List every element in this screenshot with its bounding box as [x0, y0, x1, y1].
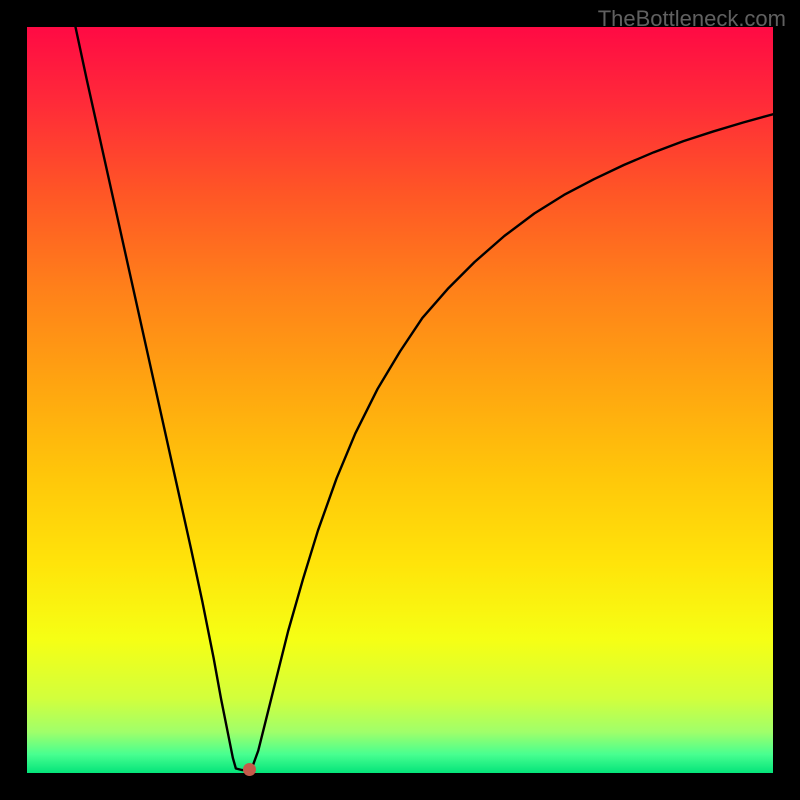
bottleneck-curve — [75, 27, 773, 770]
plot-area — [27, 27, 773, 773]
gradient-background — [27, 27, 773, 773]
chart-container: TheBottleneck.com — [0, 0, 800, 800]
curve-svg — [27, 27, 773, 773]
watermark-text: TheBottleneck.com — [598, 6, 786, 32]
optimal-point-marker — [243, 763, 256, 776]
